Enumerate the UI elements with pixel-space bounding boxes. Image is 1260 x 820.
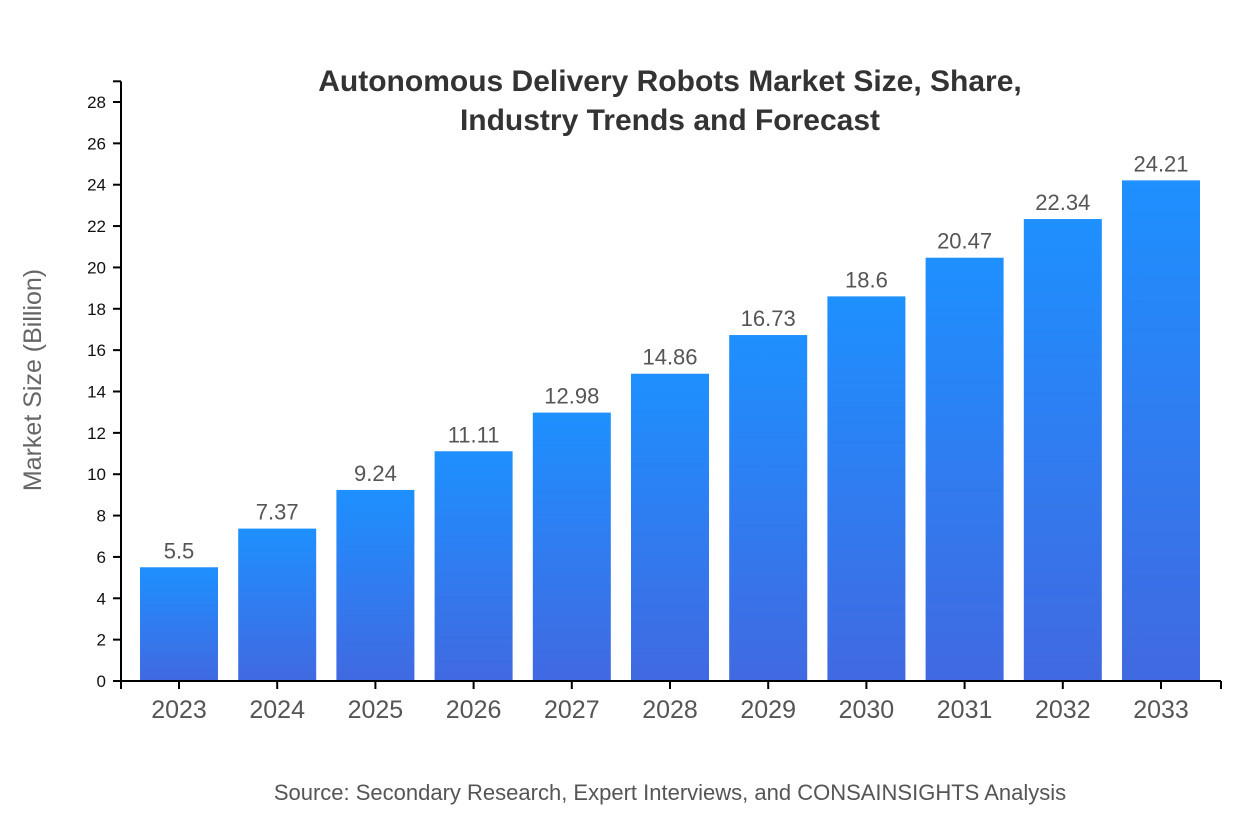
bar-2028 — [631, 373, 709, 681]
bar-2029 — [729, 335, 808, 681]
y-tick-label: 22 — [87, 217, 106, 236]
y-tick-label: 18 — [87, 300, 106, 319]
data-label-2025: 9.24 — [354, 461, 397, 486]
bar-2032 — [1023, 219, 1102, 681]
x-tick-label: 2026 — [446, 696, 502, 724]
x-tick-label: 2029 — [740, 696, 796, 724]
bar-2033 — [1122, 180, 1200, 682]
y-tick-label: 10 — [87, 465, 106, 484]
y-tick-label: 16 — [87, 341, 106, 360]
data-label-2031: 20.47 — [937, 229, 992, 254]
y-tick-label: 0 — [97, 672, 106, 691]
y-tick-label: 14 — [87, 383, 106, 402]
x-tick-label: 2028 — [642, 696, 698, 724]
data-label-2030: 18.6 — [845, 267, 888, 292]
data-label-2033: 24.21 — [1133, 151, 1188, 176]
data-label-2027: 12.98 — [544, 384, 599, 409]
data-label-2026: 11.11 — [448, 422, 500, 447]
bar-2026 — [434, 451, 513, 681]
data-label-2024: 7.37 — [256, 500, 299, 525]
bar-2030 — [827, 296, 906, 681]
x-tick-label: 2030 — [839, 696, 895, 724]
y-tick-label: 6 — [97, 548, 106, 567]
bar-2031 — [925, 257, 1004, 681]
x-tick-label: 2031 — [937, 696, 993, 724]
x-tick-label: 2024 — [249, 696, 305, 724]
y-tick-label: 4 — [97, 589, 106, 608]
x-tick-label: 2023 — [151, 696, 207, 724]
y-tick-label: 24 — [87, 176, 106, 195]
bar-2027 — [532, 412, 611, 681]
y-tick-label: 12 — [87, 424, 106, 443]
bar-2024 — [238, 528, 317, 681]
bar-2023 — [140, 567, 218, 681]
data-label-2023: 5.5 — [164, 538, 195, 563]
bar-2025 — [336, 489, 415, 681]
y-tick-label: 8 — [97, 507, 106, 526]
y-axis-label: Market Size (Billion) — [19, 269, 47, 491]
data-label-2028: 14.86 — [642, 345, 697, 370]
source-note: Source: Secondary Research, Expert Inter… — [274, 780, 1066, 805]
x-tick-label: 2032 — [1035, 696, 1091, 724]
chart-title-line-2: Industry Trends and Forecast — [460, 104, 880, 137]
chart-title-line-1: Autonomous Delivery Robots Market Size, … — [318, 65, 1022, 98]
y-tick-label: 28 — [87, 93, 106, 112]
y-tick-label: 26 — [87, 134, 106, 153]
x-tick-label: 2027 — [544, 696, 600, 724]
x-tick-label: 2033 — [1133, 696, 1189, 724]
x-tick-label: 2025 — [348, 696, 404, 724]
data-label-2032: 22.34 — [1035, 190, 1090, 215]
data-label-2029: 16.73 — [741, 306, 796, 331]
y-tick-label: 2 — [97, 631, 106, 650]
y-tick-label: 20 — [87, 258, 106, 277]
